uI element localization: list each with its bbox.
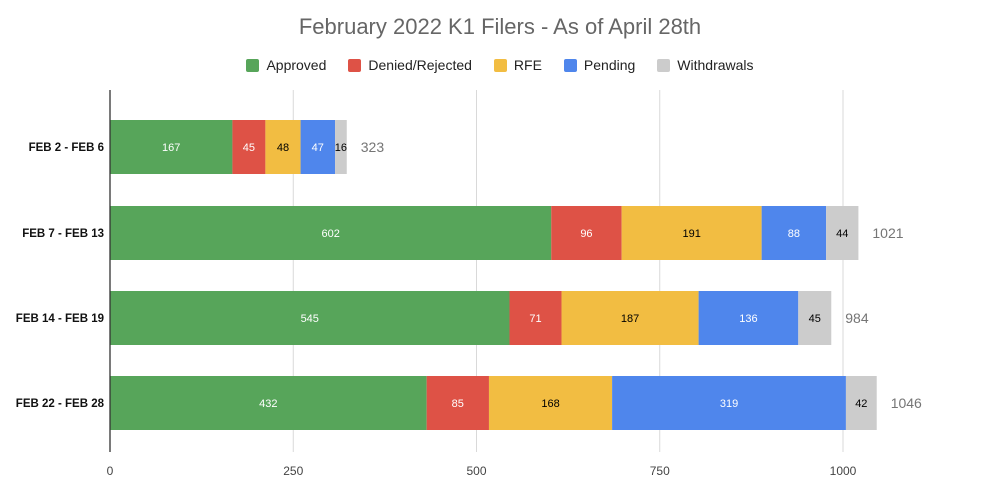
x-tick-label: 500 [466, 464, 486, 478]
legend-item: RFE [493, 57, 542, 73]
legend-label: Withdrawals [677, 57, 754, 73]
data-label: 432 [259, 398, 277, 410]
data-label: 136 [739, 313, 757, 325]
legend-item: Denied/Rejected [348, 57, 472, 73]
bar-segment [265, 120, 301, 174]
data-label: 45 [809, 313, 821, 325]
bar-segment [551, 206, 622, 260]
x-tick-label: 250 [283, 464, 303, 478]
total-label: 323 [361, 139, 385, 155]
data-label: 71 [529, 313, 541, 325]
legend-swatch [348, 58, 362, 72]
bar-segment [761, 206, 827, 260]
legend-label: Pending [583, 57, 636, 73]
total-label: 1021 [872, 225, 903, 241]
bar-segments: 167 45 48 47 16 323 602 96 191 88 44 1021 545 71 187 13… [110, 120, 922, 430]
bar-segment [300, 120, 336, 174]
data-label: 167 [162, 142, 180, 154]
axis-group: 0 250 500 750 1000 FEB 2 - FEB 6 FEB 7 - FEB 1… [16, 90, 857, 478]
data-label: 85 [452, 398, 464, 410]
bar-segment [826, 206, 859, 260]
bar-segment [110, 376, 427, 430]
data-label: 16 [335, 142, 347, 154]
y-category-label: FEB 2 - FEB 6 [29, 142, 104, 154]
legend-label: Denied/Rejected [368, 57, 472, 73]
legend-label: RFE [513, 57, 542, 73]
bar-segment [698, 291, 799, 345]
bar-segment [110, 206, 552, 260]
data-label: 602 [321, 228, 339, 240]
legend-swatch [246, 58, 260, 72]
data-label: 191 [682, 228, 700, 240]
legend-item: Withdrawals [657, 57, 754, 73]
total-label: 1046 [891, 395, 922, 411]
x-tick-label: 1000 [830, 464, 857, 478]
data-label: 44 [836, 228, 848, 240]
data-label: 88 [788, 228, 800, 240]
legend-item: Approved [246, 57, 326, 73]
x-tick-label: 750 [650, 464, 670, 478]
bar-segment [110, 291, 510, 345]
legend-swatch [493, 58, 507, 72]
total-label: 984 [845, 310, 869, 326]
bar-segment [335, 120, 347, 174]
y-category-label: FEB 22 - FEB 28 [16, 398, 105, 410]
data-label: 187 [621, 313, 639, 325]
legend-swatch [563, 58, 577, 72]
y-category-label: FEB 14 - FEB 19 [16, 313, 104, 325]
chart-title: February 2022 K1 Filers - As of April 28… [298, 14, 702, 39]
bar-segment [798, 291, 832, 345]
data-label: 545 [301, 313, 319, 325]
chart-legend: Approved Denied/Rejected RFE Pending Withdra… [0, 57, 1000, 73]
bar-segment [509, 291, 562, 345]
data-label: 45 [243, 142, 255, 154]
data-label: 319 [720, 398, 738, 410]
data-label: 96 [580, 228, 592, 240]
legend-item: Pending [563, 57, 636, 73]
bar-segment [232, 120, 266, 174]
data-label: 48 [277, 142, 289, 154]
bar-segment [488, 376, 613, 430]
bar-segment [845, 376, 877, 430]
legend-swatch [657, 58, 671, 72]
data-label: 47 [312, 142, 324, 154]
x-tick-label: 0 [107, 464, 114, 478]
bar-segment [621, 206, 762, 260]
legend-label: Approved [266, 57, 327, 73]
bar-segment [426, 376, 489, 430]
bar-segment [561, 291, 699, 345]
bar-segment [110, 120, 233, 174]
y-category-label: FEB 7 - FEB 13 [22, 228, 104, 240]
data-label: 42 [855, 398, 867, 410]
data-label: 168 [541, 398, 559, 410]
bar-segment [612, 376, 846, 430]
